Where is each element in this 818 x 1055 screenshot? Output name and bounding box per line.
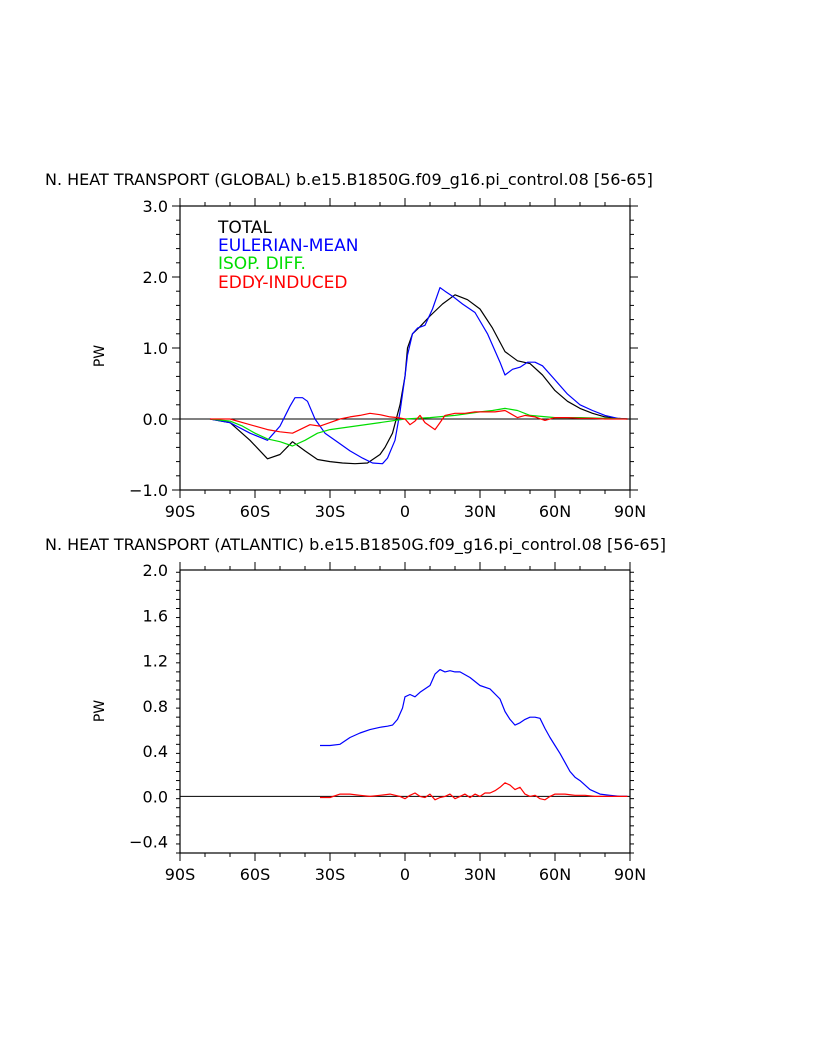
global-series-lines xyxy=(209,287,628,465)
atlantic-x-tick-labels: 90S 60S 30S 0 30N 60N 90N xyxy=(165,865,646,884)
atlantic-x-tick-label: 60S xyxy=(240,865,271,884)
global-x-tick-labels: 90S 60S 30S 0 30N 60N 90N xyxy=(165,502,646,521)
atlantic-y-tick-labels: −0.4 0.0 0.4 0.8 1.2 1.6 2.0 xyxy=(129,561,168,852)
global-y-axis-label: PW xyxy=(92,345,108,367)
atlantic-heat-transport-panel: N. HEAT TRANSPORT (ATLANTIC) b.e15.B1850… xyxy=(45,535,666,884)
atlantic-y-tick-label: 0.8 xyxy=(143,697,168,716)
legend-entry-isop-diff: ISOP. DIFF. xyxy=(218,254,306,274)
atlantic-y-axis-label: PW xyxy=(92,700,108,722)
atlantic-x-tick-label: 0 xyxy=(400,865,410,884)
atlantic-y-tick-label: 0.0 xyxy=(143,787,168,806)
global-chart-title: N. HEAT TRANSPORT (GLOBAL) b.e15.B1850G.… xyxy=(45,170,653,190)
global-y-tick-label: 2.0 xyxy=(143,268,168,287)
legend-entry-eddy-induced: EDDY-INDUCED xyxy=(218,273,347,293)
atlantic-x-tick-label: 30S xyxy=(315,865,346,884)
atlantic-y-tick-label: 1.2 xyxy=(143,652,168,671)
atlantic-series-line-series-0 xyxy=(320,669,628,797)
global-x-tick-label: 90N xyxy=(614,502,646,521)
global-tick-marks xyxy=(172,198,638,498)
global-x-tick-label: 60S xyxy=(240,502,271,521)
atlantic-x-tick-label: 30N xyxy=(464,865,496,884)
global-series-line-eulerian-mean xyxy=(209,287,628,465)
global-x-tick-label: 60N xyxy=(539,502,571,521)
legend-entry-total: TOTAL xyxy=(217,218,272,238)
atlantic-y-tick-label: 1.6 xyxy=(143,606,168,625)
global-y-tick-label: −1.0 xyxy=(129,481,168,500)
atlantic-series-line-series-1 xyxy=(320,782,628,801)
global-x-tick-label: 30N xyxy=(464,502,496,521)
global-y-tick-label: 0.0 xyxy=(143,410,168,429)
atlantic-x-tick-label: 90S xyxy=(165,865,196,884)
global-x-tick-label: 90S xyxy=(165,502,196,521)
global-y-tick-label: 3.0 xyxy=(143,197,168,216)
global-legend: TOTAL EULERIAN-MEAN ISOP. DIFF. EDDY-IND… xyxy=(217,218,358,293)
global-series-line-eddy-induced xyxy=(210,409,628,434)
atlantic-y-tick-label: −0.4 xyxy=(129,833,168,852)
atlantic-x-tick-label: 90N xyxy=(614,865,646,884)
atlantic-plot-frame xyxy=(179,569,631,854)
atlantic-chart-title: N. HEAT TRANSPORT (ATLANTIC) b.e15.B1850… xyxy=(45,535,666,555)
global-series-line-isop-diff xyxy=(209,407,628,447)
global-x-tick-label: 0 xyxy=(400,502,410,521)
global-y-tick-label: 1.0 xyxy=(143,339,168,358)
atlantic-series-lines xyxy=(320,669,628,801)
legend-entry-eulerian-mean: EULERIAN-MEAN xyxy=(218,236,358,256)
global-series-line-total xyxy=(209,294,628,465)
atlantic-y-tick-label: 2.0 xyxy=(143,561,168,580)
atlantic-tick-marks xyxy=(176,562,634,861)
global-x-tick-label: 30S xyxy=(315,502,346,521)
global-y-tick-labels: −1.0 0.0 1.0 2.0 3.0 xyxy=(129,197,168,500)
atlantic-x-tick-label: 60N xyxy=(539,865,571,884)
global-heat-transport-panel: N. HEAT TRANSPORT (GLOBAL) b.e15.B1850G.… xyxy=(45,170,653,521)
atlantic-y-tick-label: 0.4 xyxy=(143,742,168,761)
